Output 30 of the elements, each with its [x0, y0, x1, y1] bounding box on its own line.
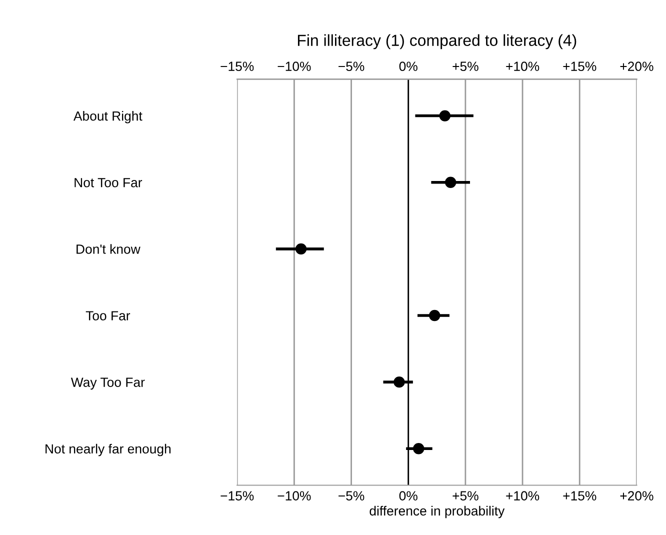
x2-tick-label: +10%	[506, 62, 540, 72]
x-tick-label: +20%	[620, 491, 654, 500]
y-tick-label: Way Too Far	[70, 378, 145, 390]
point	[295, 243, 307, 255]
point	[444, 176, 456, 188]
x2-tick-label: +20%	[620, 62, 654, 72]
y-tick-label: About Right	[73, 111, 142, 124]
y-tick-label: Too Far	[86, 311, 130, 320]
x2-tick-label: −10%	[278, 62, 311, 72]
x-tick-label: −5%	[338, 491, 364, 500]
chart-title: Fin illiteracy (1) compared to literacy (4)	[298, 34, 576, 50]
x2-tick-label: +15%	[563, 62, 596, 72]
x-tick-label: +5%	[452, 491, 478, 500]
point	[439, 110, 450, 122]
x2-tick-label: −15%	[220, 62, 254, 72]
x-axis-title: difference in probability	[370, 506, 505, 518]
x-tick-label: −10%	[278, 491, 311, 500]
point	[394, 376, 405, 388]
x2-tick-label: −5%	[338, 62, 364, 72]
x-tick-label: +15%	[563, 491, 596, 500]
y-tick-label: Not nearly far enough	[46, 444, 171, 456]
y-tick-label: Not Too Far	[74, 178, 142, 188]
x2-tick-label: 0%	[399, 62, 418, 72]
y-tick-label: Don't know	[76, 244, 140, 254]
x-tick-label: −15%	[220, 491, 254, 500]
point	[429, 310, 440, 322]
point	[413, 443, 424, 454]
x-tick-label: 0%	[399, 491, 418, 500]
x-tick-label: +10%	[506, 491, 540, 500]
x2-tick-label: +5%	[452, 62, 478, 72]
